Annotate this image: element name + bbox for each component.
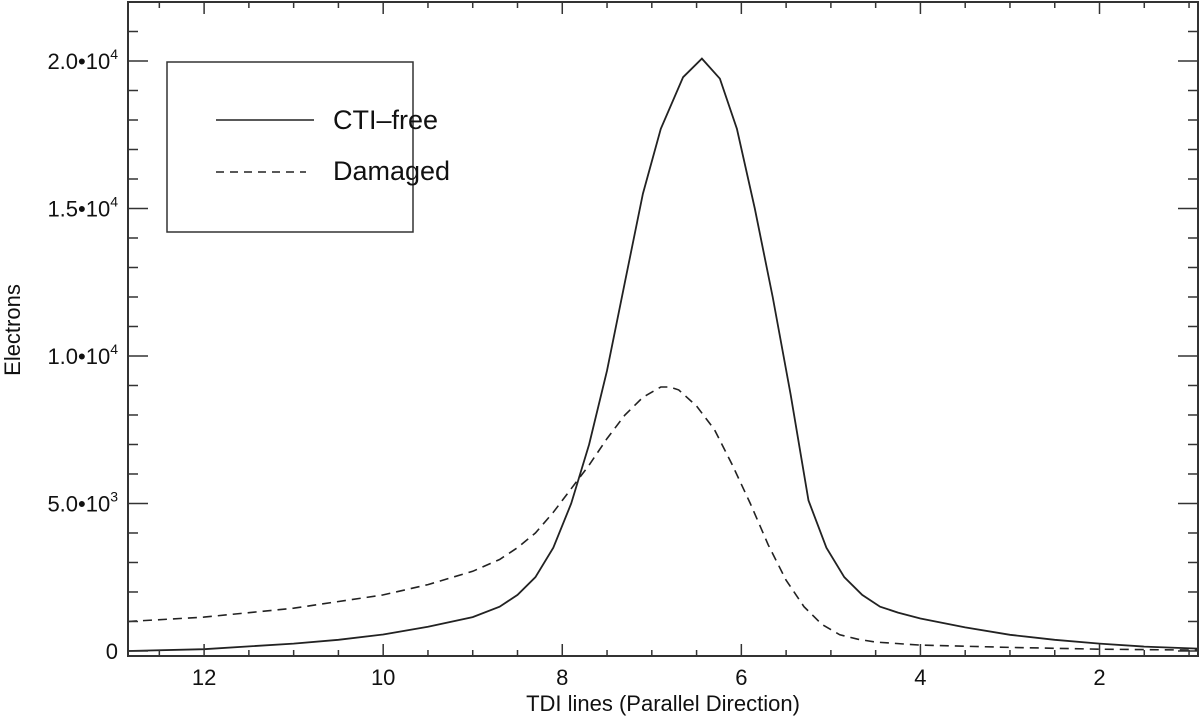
- y-tick-label: 0: [106, 639, 118, 664]
- legend: CTI–free Damaged: [166, 61, 450, 233]
- series-line-damaged: [127, 386, 1199, 651]
- series-line-cti-free: [127, 57, 1199, 652]
- plot-curves: [127, 57, 1199, 652]
- y-tick-label: 1.0•104: [47, 341, 118, 369]
- y-tick-label: 1.5•104: [47, 193, 118, 221]
- legend-label-damaged: Damaged: [333, 156, 450, 186]
- x-tick-label: 4: [914, 665, 926, 690]
- x-tick-label: 2: [1093, 665, 1105, 690]
- x-axis-title: TDI lines (Parallel Direction): [526, 691, 800, 716]
- x-tick-label: 12: [192, 665, 216, 690]
- x-tick-label: 6: [735, 665, 747, 690]
- plot-frame: [127, 1, 1199, 657]
- x-tick-labels: 12 10 8 6 4 2: [192, 665, 1106, 690]
- legend-label-cti-free: CTI–free: [333, 105, 438, 135]
- legend-box: [166, 61, 414, 233]
- y-tick-label: 5.0•103: [47, 488, 118, 516]
- y-tick-labels: 0 5.0•103 1.0•104 1.5•104 2.0•104: [47, 46, 118, 664]
- x-tick-label: 8: [556, 665, 568, 690]
- y-axis-title: Electrons: [0, 284, 25, 376]
- y-tick-label: 2.0•104: [47, 46, 118, 74]
- x-tick-label: 10: [371, 665, 395, 690]
